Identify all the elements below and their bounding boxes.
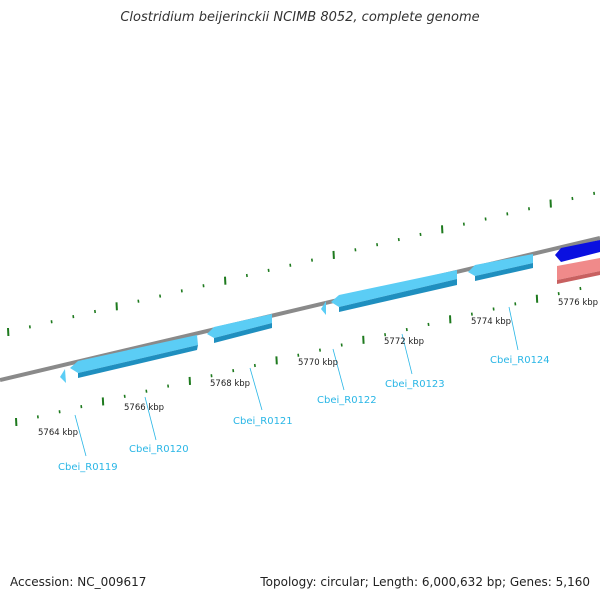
scale-label: 5768 kbp: [210, 379, 250, 389]
scale-label: 5764 kbp: [38, 428, 78, 438]
gene-label-cbei-r0124: Cbei_R0124: [490, 355, 550, 366]
label-leader-lines: [74, 306, 519, 457]
gene-label-cbei-r0122: Cbei_R0122: [317, 395, 377, 406]
genome-summary-text: Topology: circular; Length: 6,000,632 bp…: [260, 575, 590, 589]
gene-arrow-cbei-r0120[interactable]: [207, 314, 272, 343]
genome-title: Clostridium beijerinckii NCIMB 8052, com…: [120, 10, 480, 25]
gene-label-cbei-r0121: Cbei_R0121: [233, 416, 293, 427]
gene-box-pink[interactable]: [557, 258, 600, 284]
scale-label: 5770 kbp: [298, 358, 338, 368]
gene-arrow-blue[interactable]: [555, 240, 600, 262]
gene-arrow-small-2[interactable]: [321, 301, 326, 315]
accession-text: Accession: NC_009617: [10, 575, 147, 589]
scale-labels: 5764 kbp 5766 kbp 5768 kbp 5770 kbp 5772…: [38, 298, 598, 438]
scale-label: 5776 kbp: [558, 298, 598, 308]
gene-label-cbei-r0120: Cbei_R0120: [129, 444, 189, 455]
gene-labels: Cbei_R0119 Cbei_R0120 Cbei_R0121 Cbei_R0…: [58, 355, 550, 473]
scale-label: 5766 kbp: [124, 403, 164, 413]
inner-tick-row: [15, 286, 582, 427]
gene-label-cbei-r0123: Cbei_R0123: [385, 379, 445, 390]
scale-label: 5774 kbp: [471, 317, 511, 327]
gene-arrow-cbei-r0122[interactable]: [468, 254, 533, 281]
gene-arrow-cbei-r0121[interactable]: [331, 270, 457, 312]
gene-arrow-cbei-r0119[interactable]: [70, 335, 198, 378]
gene-label-cbei-r0119: Cbei_R0119: [58, 462, 118, 473]
scale-label: 5772 kbp: [384, 337, 424, 347]
gene-arrow-small-1[interactable]: [60, 369, 66, 383]
outer-tick-row: [7, 191, 596, 337]
